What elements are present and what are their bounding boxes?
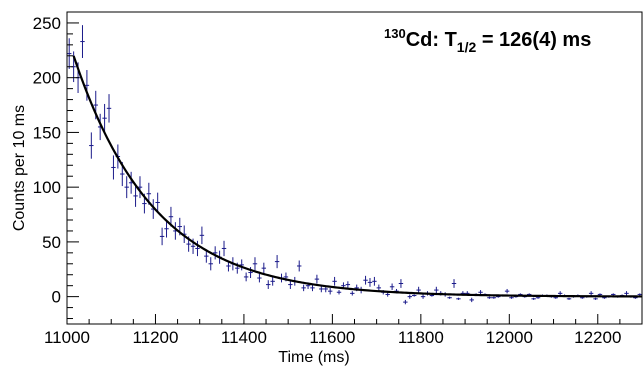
data-point (469, 297, 474, 303)
x-tick-label: 12200 (574, 328, 621, 347)
y-tick-label: 150 (33, 123, 61, 142)
data-point (208, 257, 213, 271)
data-point (637, 293, 642, 296)
data-point (89, 132, 94, 159)
data-point (80, 25, 85, 58)
x-tick-label: 12000 (486, 328, 533, 347)
data-point (288, 280, 293, 289)
data-point (385, 292, 390, 297)
data-point (199, 226, 205, 245)
data-point (420, 294, 426, 299)
data-point (195, 240, 200, 257)
fit-curve-layer (72, 55, 642, 298)
data-point (376, 284, 382, 292)
data-point (363, 275, 368, 285)
data-point (531, 297, 536, 300)
data-point (398, 279, 404, 288)
data-point (412, 294, 417, 297)
data-point (266, 280, 271, 289)
data-point (372, 276, 377, 286)
x-axis-label: Time (ms) (278, 349, 349, 366)
data-point (84, 70, 90, 101)
data-point (67, 38, 72, 69)
data-point (261, 262, 267, 274)
x-tick-label: 11400 (221, 328, 267, 347)
data-point (566, 297, 572, 300)
x-tick-label: 11200 (132, 328, 178, 347)
plot-frame (66, 11, 643, 325)
x-tick-label: 11000 (44, 328, 90, 347)
data-point (557, 291, 563, 296)
data-point (252, 257, 258, 271)
y-tick-label: 0 (52, 288, 61, 307)
data-point (611, 293, 616, 296)
data-point (274, 255, 280, 269)
data-point (111, 155, 116, 180)
chart-title: 130Cd: T1/2 = 126(4) ms (384, 26, 591, 55)
title-mass-number: 130 (384, 26, 406, 41)
data-point (137, 176, 143, 199)
data-point (350, 291, 355, 296)
data-point (168, 206, 174, 227)
data-point (102, 103, 107, 133)
data-point (434, 286, 439, 294)
data-point (491, 296, 497, 299)
data-point (155, 192, 160, 213)
y-tick-label: 250 (33, 14, 61, 33)
data-point (597, 293, 603, 296)
data-point (297, 260, 302, 272)
data-point (106, 94, 112, 123)
data-point (345, 281, 351, 288)
data-point (593, 297, 598, 300)
data-point (124, 176, 129, 199)
y-tick-label: 50 (42, 233, 61, 252)
axes-layer: 11000 11200 11400 11600 11800 12000 12200 0 50 10… (33, 11, 643, 347)
title-subscript: 1/2 (457, 39, 477, 55)
data-point (487, 296, 492, 299)
data-points-layer (67, 25, 642, 305)
data-point (164, 220, 169, 238)
data-point (456, 297, 461, 300)
data-point (332, 276, 337, 286)
data-point (327, 287, 333, 295)
data-point (257, 273, 262, 283)
title-element: Cd: T (406, 29, 457, 51)
y-axis-label: Counts per 10 ms (11, 105, 28, 231)
y-tick-label: 200 (33, 69, 61, 88)
data-point (314, 274, 320, 284)
data-point (133, 184, 138, 207)
title-value: = 126(4) ms (476, 29, 591, 51)
data-point (624, 291, 629, 296)
data-point (336, 290, 342, 295)
data-point (451, 279, 457, 288)
data-point (239, 259, 244, 271)
data-point (367, 278, 373, 287)
data-point (301, 284, 306, 292)
data-point (403, 299, 408, 305)
data-point (221, 240, 227, 257)
x-tick-label: 11600 (309, 328, 355, 347)
data-point (243, 272, 249, 282)
data-point (504, 288, 510, 294)
fit-curve (72, 55, 642, 298)
data-point (204, 249, 209, 263)
data-point (478, 290, 483, 295)
x-tick-label: 11800 (398, 328, 444, 347)
data-point (212, 246, 218, 260)
data-point (535, 296, 541, 299)
data-point (407, 294, 412, 299)
data-point (389, 283, 395, 291)
y-tick-label: 100 (33, 178, 61, 197)
data-point (447, 296, 452, 299)
data-point (588, 291, 594, 296)
data-point (270, 276, 275, 286)
data-point (310, 284, 315, 292)
data-point (319, 285, 324, 293)
data-point (509, 296, 514, 299)
data-point (159, 227, 165, 246)
